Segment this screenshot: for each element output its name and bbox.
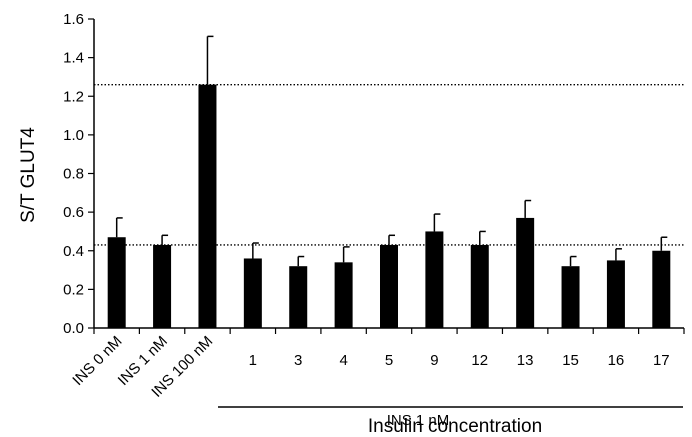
y-ticks: 0.0 0.2 0.4 0.6 0.8 1.0 1.2 1.4 1.6	[63, 11, 94, 337]
y-tick-label: 0.2	[63, 281, 84, 298]
bars	[107, 84, 671, 328]
bar	[153, 244, 172, 328]
y-tick-label: 0.4	[63, 243, 84, 260]
y-axis-label: S/T GLUT4	[18, 127, 39, 223]
bar	[380, 244, 398, 328]
x-tick-label: 16	[608, 352, 625, 369]
group-label: INS 1 nM	[387, 412, 450, 429]
bar	[425, 231, 444, 328]
x-tick-label: 3	[294, 352, 302, 369]
y-tick-label: 0.6	[63, 204, 84, 221]
bar	[107, 237, 126, 328]
y-tick-label: 1.6	[63, 11, 84, 28]
bar	[470, 244, 489, 328]
bar	[334, 262, 353, 328]
bar	[606, 260, 625, 328]
x-tick-label: 15	[562, 352, 579, 369]
x-tick-label: 17	[653, 352, 670, 369]
error-bars	[115, 35, 668, 267]
x-tick-label: 9	[430, 352, 438, 369]
reference-lines	[94, 84, 684, 246]
x-tick-label: 13	[517, 352, 534, 369]
y-tick-label: 1.0	[63, 127, 84, 144]
bar	[561, 266, 580, 328]
x-tick-label: 4	[339, 352, 347, 369]
y-tick-label: 0.0	[63, 320, 84, 337]
x-tick-label: 1	[249, 352, 257, 369]
bar	[198, 84, 217, 328]
bar	[652, 250, 671, 328]
bar	[516, 217, 535, 328]
x-axis-label: Insulin concentration	[368, 416, 542, 437]
y-tick-label: 0.8	[63, 166, 84, 183]
x-tick-label: 5	[385, 352, 393, 369]
y-tick-label: 1.4	[63, 50, 84, 67]
y-tick-label: 1.2	[63, 88, 84, 105]
x-tick-label: 12	[471, 352, 488, 369]
bar	[289, 266, 308, 328]
bar	[243, 258, 262, 328]
